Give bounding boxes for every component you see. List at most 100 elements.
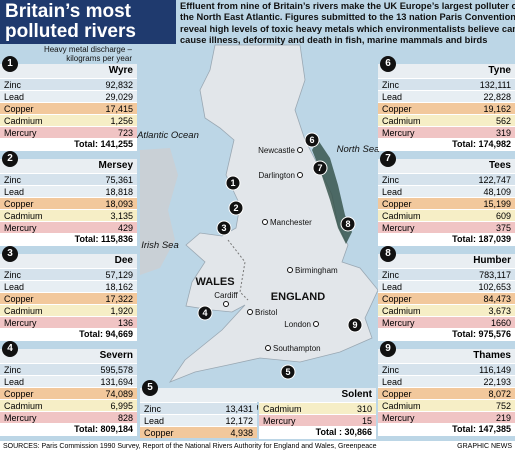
metal-name: Cadmium <box>4 401 43 411</box>
metal-row: Cadmium 1,920 <box>0 304 137 316</box>
metal-row: Copper 8,072 <box>378 387 515 399</box>
metal-value: 122,747 <box>478 175 511 185</box>
river-number: 1 <box>2 56 18 72</box>
metal-value: 22,193 <box>483 377 511 387</box>
river-header: 4 Severn <box>0 341 137 363</box>
river-total: Total: 174,982 <box>378 138 515 151</box>
metal-name: Cadmium <box>4 211 43 221</box>
metal-row: Copper 19,162 <box>378 102 515 114</box>
text-line: reveal high levels of toxic heavy metals… <box>180 23 515 34</box>
metal-name: Mercury <box>4 128 37 138</box>
metal-value: 609 <box>495 211 511 221</box>
metal-row: Mercury 136 <box>0 316 137 328</box>
river-name: Wyre <box>108 65 133 76</box>
river-marker-number: 9 <box>352 320 357 330</box>
metal-row: Lead 22,193 <box>378 375 515 387</box>
city-label: Cardiff <box>214 291 238 300</box>
metal-name: Cadmium <box>382 401 421 411</box>
metal-row: Lead 22,828 <box>378 90 515 102</box>
city-dot <box>297 172 303 178</box>
sources: SOURCES: Paris Commission 1990 Survey, R… <box>3 443 377 450</box>
city-dot <box>313 321 319 327</box>
metal-name: Zinc <box>4 175 22 185</box>
metal-row: Copper 74,089 <box>0 387 137 399</box>
metal-value: 102,653 <box>478 282 511 292</box>
river-table: 6 Tyne Zinc 132,111 Lead 22,828 Copper 19,162 Ca… <box>378 56 515 151</box>
river-marker-number: 7 <box>317 163 322 173</box>
metal-value: 132,111 <box>479 80 511 90</box>
river-number: 8 <box>380 246 396 262</box>
metal-value: 13,431 <box>225 404 253 414</box>
metal-name: Lead <box>4 187 25 197</box>
metal-value: 3,673 <box>488 306 511 316</box>
river-marker <box>280 364 296 380</box>
metal-name: Copper <box>382 104 412 114</box>
metal-name: Lead <box>144 416 165 426</box>
metal-value: 18,818 <box>105 187 133 197</box>
river-table: 9 Thames Zinc 116,149 Lead 22,193 Copper 8,072 C… <box>378 341 515 436</box>
metal-name: Mercury <box>382 223 415 233</box>
metal-row: Lead 131,694 <box>0 375 137 387</box>
river-table: 3 Dee Zinc 57,129 Lead 18,162 Copper 17,322 Cadm… <box>0 246 137 341</box>
metal-value: 429 <box>117 223 133 233</box>
river-marker-number: 5 <box>285 367 290 377</box>
metal-row: Mercury 723 <box>0 126 137 138</box>
metal-name: Zinc <box>382 175 400 185</box>
city-label: Birmingham <box>295 266 338 275</box>
river-header: 9 Thames <box>378 341 515 363</box>
text-line: cause illness, deformity and death in fi… <box>180 34 488 45</box>
text-line: kilograms per year <box>66 54 132 63</box>
river-header: 8 Humber <box>378 246 515 268</box>
river-name: Solent <box>341 389 372 400</box>
footer: SOURCES: Paris Commission 1990 Survey, R… <box>0 441 515 452</box>
metal-name: Copper <box>4 199 34 209</box>
river-number: 7 <box>380 151 396 167</box>
metal-row: Cadmium 609 <box>378 209 515 221</box>
metal-row: Copper 84,473 <box>378 292 515 304</box>
metal-row: Mercury 219 <box>378 411 515 423</box>
metal-value: 18,093 <box>105 199 133 209</box>
metal-value: 1,920 <box>110 306 133 316</box>
river-marker <box>216 220 232 236</box>
river-name: Humber <box>473 255 511 266</box>
metal-name: Cadmium <box>382 306 421 316</box>
ireland <box>140 148 178 275</box>
metal-name: Zinc <box>4 365 22 375</box>
metal-name: Copper <box>144 428 174 438</box>
river-table: 8 Humber Zinc 783,117 Lead 102,653 Copper 84,47… <box>378 246 515 341</box>
river-header: 5 Solent <box>140 380 376 402</box>
metal-value: 310 <box>356 404 372 414</box>
river-header: 2 Mersey <box>0 151 137 173</box>
river-marker <box>347 317 363 333</box>
river-total: Total: 94,669 <box>0 328 137 341</box>
metal-row: Lead 18,162 <box>0 280 137 292</box>
metal-name: Copper <box>382 199 412 209</box>
sea-label: Irish Sea <box>141 240 179 251</box>
city-label: London <box>284 320 311 329</box>
river-header: 3 Dee <box>0 246 137 268</box>
metal-name: Lead <box>4 282 25 292</box>
metal-value: 1,256 <box>110 116 133 126</box>
river-marker-number: 6 <box>309 135 314 145</box>
country-label: ENGLAND <box>271 291 325 303</box>
metal-name: Lead <box>382 92 403 102</box>
metal-value: 57,129 <box>105 270 133 280</box>
metal-row: Mercury 15 <box>259 414 376 426</box>
metal-name: Copper <box>4 104 34 114</box>
metal-row: Cadmium 3,135 <box>0 209 137 221</box>
river-number: 4 <box>2 341 18 357</box>
river-number: 9 <box>380 341 396 357</box>
river-grid: Zinc 13,431 Lead 12,172 Copper 4,938 Cadmium 31… <box>140 402 376 439</box>
text-line: Britain’s most <box>5 1 131 22</box>
metal-value: 29,029 <box>105 92 133 102</box>
metal-name: Zinc <box>382 80 400 90</box>
river-name: Tees <box>488 160 511 171</box>
metal-name: Mercury <box>4 223 37 233</box>
metal-value: 48,109 <box>483 187 511 197</box>
metal-value: 136 <box>117 318 133 328</box>
metal-value: 15,199 <box>483 199 511 209</box>
metal-name: Lead <box>4 92 25 102</box>
city-dot <box>247 309 253 315</box>
river-total: Total: 141,255 <box>0 138 137 151</box>
